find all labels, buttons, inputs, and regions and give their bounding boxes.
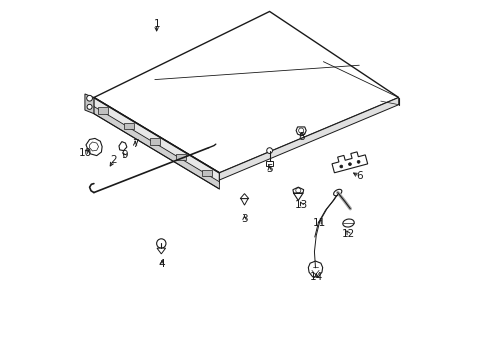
FancyBboxPatch shape: [98, 107, 107, 114]
Polygon shape: [94, 98, 219, 184]
Text: 11: 11: [312, 218, 326, 228]
Text: 5: 5: [266, 164, 272, 174]
Polygon shape: [94, 12, 398, 173]
Text: 8: 8: [298, 132, 305, 142]
FancyBboxPatch shape: [176, 154, 185, 161]
Text: 14: 14: [309, 272, 322, 282]
Circle shape: [86, 95, 92, 101]
Polygon shape: [292, 187, 303, 201]
Polygon shape: [86, 138, 102, 156]
Ellipse shape: [342, 219, 353, 227]
Polygon shape: [85, 94, 94, 114]
Text: 1: 1: [153, 19, 160, 29]
Text: 9: 9: [121, 150, 127, 160]
Polygon shape: [308, 261, 322, 277]
Ellipse shape: [333, 189, 341, 196]
Polygon shape: [240, 194, 248, 199]
Polygon shape: [119, 141, 126, 150]
Polygon shape: [241, 199, 247, 205]
FancyBboxPatch shape: [150, 138, 159, 145]
Text: 6: 6: [355, 171, 362, 181]
Circle shape: [156, 239, 165, 248]
Polygon shape: [157, 248, 165, 254]
Text: 2: 2: [110, 155, 117, 165]
Circle shape: [339, 165, 342, 168]
Polygon shape: [94, 107, 219, 189]
Polygon shape: [331, 152, 367, 173]
FancyBboxPatch shape: [124, 123, 133, 129]
FancyBboxPatch shape: [202, 170, 211, 176]
Polygon shape: [296, 127, 305, 135]
Circle shape: [356, 161, 359, 163]
Circle shape: [266, 148, 272, 153]
Polygon shape: [219, 98, 398, 180]
Text: 3: 3: [241, 215, 247, 224]
Text: 7: 7: [132, 139, 138, 149]
Text: 10: 10: [78, 148, 91, 158]
Circle shape: [348, 163, 351, 166]
Circle shape: [87, 104, 92, 109]
Text: 4: 4: [159, 259, 165, 269]
Text: 13: 13: [295, 200, 308, 210]
Text: 12: 12: [341, 229, 354, 239]
FancyBboxPatch shape: [265, 161, 273, 166]
